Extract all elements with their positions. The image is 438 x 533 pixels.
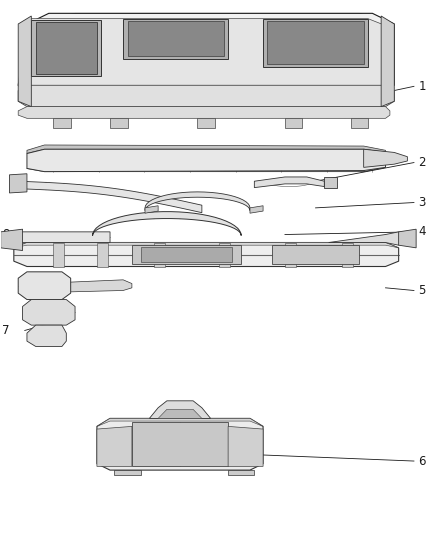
Text: 7: 7: [2, 324, 10, 337]
Polygon shape: [250, 206, 263, 213]
Polygon shape: [97, 243, 108, 266]
Text: 8: 8: [2, 228, 10, 241]
Text: 6: 6: [418, 455, 426, 467]
Polygon shape: [14, 243, 399, 248]
Polygon shape: [228, 426, 263, 466]
Polygon shape: [324, 177, 337, 188]
Polygon shape: [114, 470, 141, 475]
Polygon shape: [1, 232, 110, 248]
Polygon shape: [141, 247, 233, 262]
Polygon shape: [123, 19, 228, 59]
Polygon shape: [285, 118, 303, 128]
Polygon shape: [27, 325, 66, 346]
Polygon shape: [18, 85, 394, 107]
Polygon shape: [97, 426, 132, 466]
Polygon shape: [198, 118, 215, 128]
Polygon shape: [399, 229, 416, 248]
Text: 5: 5: [418, 284, 426, 297]
Polygon shape: [53, 243, 64, 266]
Polygon shape: [27, 145, 385, 154]
Polygon shape: [132, 422, 228, 466]
Polygon shape: [1, 229, 23, 251]
Polygon shape: [32, 20, 101, 76]
Polygon shape: [62, 280, 132, 292]
Polygon shape: [18, 181, 202, 213]
Polygon shape: [97, 418, 263, 426]
Polygon shape: [18, 272, 71, 300]
Polygon shape: [110, 118, 127, 128]
Polygon shape: [18, 13, 394, 96]
Text: 4: 4: [418, 225, 426, 238]
Polygon shape: [145, 206, 158, 213]
Polygon shape: [49, 13, 381, 26]
Polygon shape: [53, 118, 71, 128]
Polygon shape: [10, 174, 27, 193]
Polygon shape: [381, 16, 394, 107]
Polygon shape: [272, 245, 359, 264]
Polygon shape: [263, 19, 368, 67]
Polygon shape: [350, 118, 368, 128]
Polygon shape: [228, 470, 254, 475]
Polygon shape: [23, 19, 385, 93]
Text: 2: 2: [418, 156, 426, 169]
Polygon shape: [35, 22, 97, 74]
Polygon shape: [254, 177, 324, 188]
Polygon shape: [132, 245, 241, 264]
Polygon shape: [127, 21, 224, 56]
Polygon shape: [219, 243, 230, 266]
Polygon shape: [18, 107, 390, 118]
Polygon shape: [92, 212, 241, 236]
Polygon shape: [18, 16, 32, 107]
Polygon shape: [145, 192, 250, 211]
Polygon shape: [14, 243, 399, 266]
Polygon shape: [328, 232, 407, 245]
Text: 3: 3: [418, 196, 426, 209]
Polygon shape: [154, 243, 165, 266]
Polygon shape: [23, 300, 75, 325]
Polygon shape: [364, 149, 407, 167]
Polygon shape: [342, 243, 353, 266]
Text: 1: 1: [418, 80, 426, 93]
Polygon shape: [158, 409, 202, 418]
Polygon shape: [268, 21, 364, 64]
Polygon shape: [149, 401, 211, 418]
Polygon shape: [27, 149, 385, 172]
Polygon shape: [285, 243, 296, 266]
Polygon shape: [97, 418, 263, 470]
